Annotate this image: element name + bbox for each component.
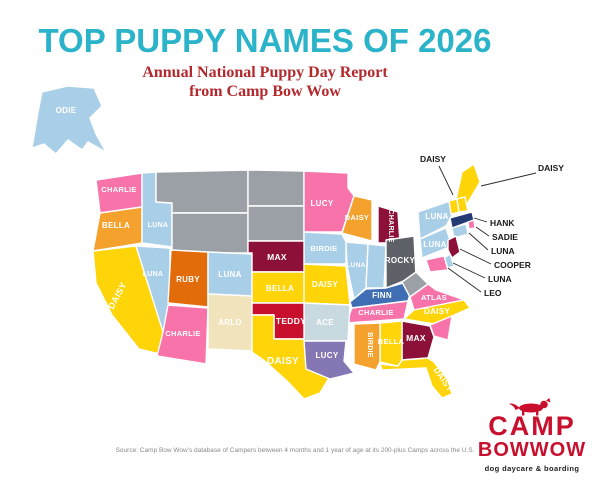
callout-line-me xyxy=(480,172,537,187)
source-note: Source: Camp Bow Wow's database of Campe… xyxy=(115,447,475,454)
state-nh xyxy=(456,196,469,213)
subtitle-line-2: from Camp Bow Wow xyxy=(189,82,341,100)
state-label-oh: ROCKY xyxy=(385,256,416,265)
callout-label-nj: COOPER xyxy=(494,260,531,270)
callout-label-me: DAISY xyxy=(538,163,564,173)
callout-line-ma xyxy=(473,217,488,223)
state-va xyxy=(409,283,465,311)
state-label-ne: MAX xyxy=(267,252,287,262)
state-wy xyxy=(171,212,249,254)
state-ms xyxy=(353,322,381,371)
state-label-ia: BIRDIE xyxy=(310,244,337,253)
state-label-il: LUNA xyxy=(346,262,365,269)
callout-line-ct xyxy=(468,232,489,251)
logo-line-bowwow: BOWWOW xyxy=(477,438,587,461)
state-label-ut: RUBY xyxy=(176,275,200,284)
callout-line-nj xyxy=(459,248,492,265)
state-label-tn: CHARLIE xyxy=(358,308,393,317)
page-subtitle: Annual National Puppy Day Report from Ca… xyxy=(0,64,530,102)
state-label-ar: ACE xyxy=(316,318,334,327)
state-label-or: BELLA xyxy=(102,221,130,230)
state-label-nm: ARLO xyxy=(218,318,242,327)
state-fl xyxy=(379,357,453,399)
callout-label-de: LUNA xyxy=(488,274,512,284)
state-label-tx: DAISY xyxy=(267,356,299,367)
state-label-mn: LUCY xyxy=(311,199,334,208)
state-label-ky: FINN xyxy=(372,291,392,300)
camp-bow-wow-logo: CAMP BOWWOW dog daycare & boarding xyxy=(474,398,590,473)
state-ak xyxy=(31,85,107,155)
state-ar xyxy=(303,302,351,342)
callout-line-md xyxy=(447,267,482,293)
state-nj xyxy=(447,235,461,259)
state-label-la: LUCY xyxy=(316,351,339,360)
state-label-al: BELLA xyxy=(378,337,405,346)
state-label-nv: LUNA xyxy=(143,271,164,278)
state-label-id: LUNA xyxy=(148,222,169,229)
subtitle-line-1: Annual National Puppy Day Report xyxy=(142,64,388,81)
callout-line-de xyxy=(452,262,486,279)
callout-label-vt: DAISY xyxy=(420,154,446,164)
state-label-mi: CHARLIE xyxy=(387,209,394,242)
state-label-va: ATLAS xyxy=(421,293,447,302)
state-label-mo: DAISY xyxy=(312,280,338,289)
state-in xyxy=(365,243,387,289)
callout-label-md: LEO xyxy=(484,288,502,298)
state-label-ok: TEDDY xyxy=(276,316,306,326)
callout-label-ma: HANK xyxy=(490,218,515,228)
logo-tagline: dog daycare & boarding xyxy=(484,463,580,473)
state-label-ms: BIRDIE xyxy=(366,332,373,358)
state-label-nc: DAISY xyxy=(424,307,450,316)
state-label-ga: MAX xyxy=(406,333,426,343)
state-wi xyxy=(341,195,373,242)
state-la xyxy=(303,340,355,380)
state-label-pa: LUNA xyxy=(423,240,446,249)
state-az xyxy=(156,304,209,365)
state-label-ny: LUNA xyxy=(425,212,448,221)
state-label-wa: CHARLIE xyxy=(101,185,136,194)
dog-icon xyxy=(509,398,551,416)
state-label-co: LUNA xyxy=(218,270,241,279)
state-ri xyxy=(467,219,476,230)
state-md xyxy=(425,255,449,273)
state-label-wi: DAISY xyxy=(345,213,369,222)
logo-line-camp: CAMP xyxy=(488,411,576,441)
state-tx xyxy=(251,314,333,400)
callout-line-vt xyxy=(438,165,454,196)
callout-line-ri xyxy=(475,226,490,237)
state-label-ak: ODIE xyxy=(56,106,77,115)
state-nd xyxy=(247,169,305,207)
callout-label-ri: SADIE xyxy=(492,232,518,242)
state-label-az: CHARLIE xyxy=(165,329,200,338)
state-label-ks: BELLA xyxy=(266,284,294,293)
state-sd xyxy=(247,205,305,242)
state-ct xyxy=(451,223,469,239)
callout-label-ct: LUNA xyxy=(491,246,515,256)
page-title: TOP PUPPY NAMES OF 2026 xyxy=(38,22,492,59)
state-ny xyxy=(417,200,457,240)
